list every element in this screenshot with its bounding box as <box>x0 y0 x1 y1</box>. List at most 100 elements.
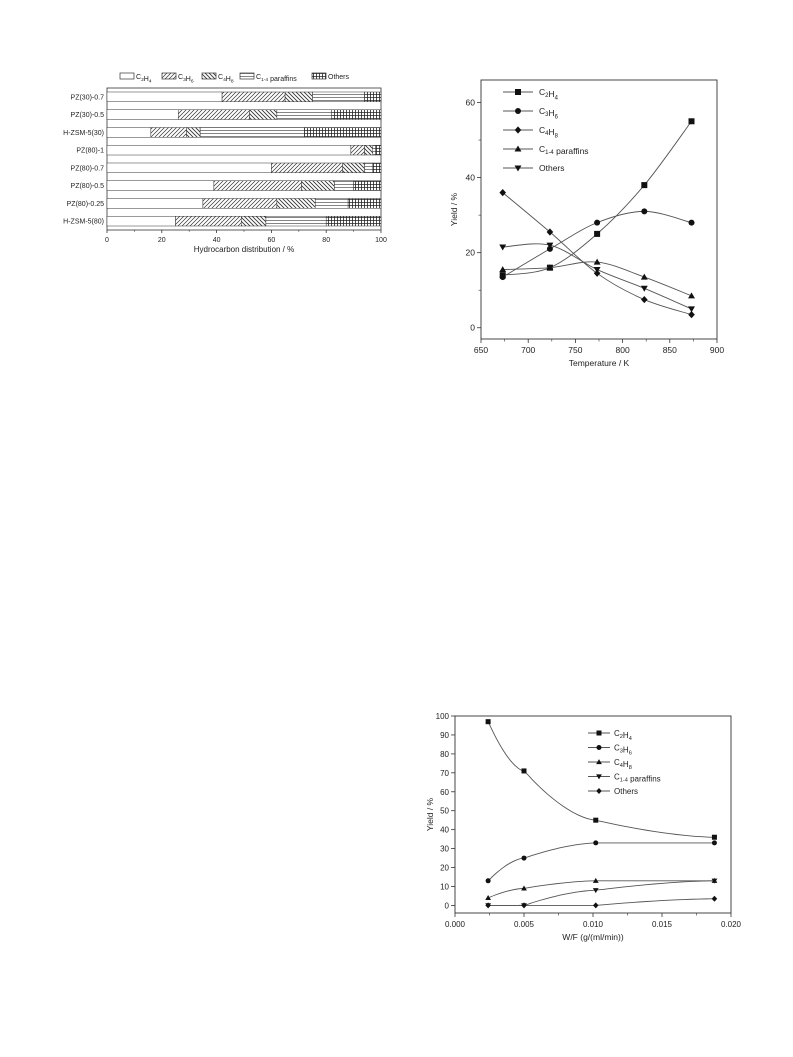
chart-yield-vs-wf: 0.000 0.005 0.010 0.015 0.020 0 10 20 30 40 50 60 70… <box>425 712 742 942</box>
data-point <box>521 902 527 909</box>
legend-label-4-mid: paraffins <box>628 775 661 784</box>
category-label-5: PZ(80)-0.7 <box>71 165 105 172</box>
category-label-4: PZ(80)-1 <box>76 148 104 155</box>
data-point <box>711 895 718 902</box>
data-point <box>546 228 554 236</box>
bar-segment <box>331 109 382 120</box>
bar-segment <box>271 162 343 174</box>
data-point <box>521 885 527 891</box>
x-tick-label: 60 <box>268 237 276 244</box>
data-point <box>688 292 695 299</box>
y-tick-label: 10 <box>440 882 449 891</box>
x-tick-label: 800 <box>616 345 630 355</box>
x-axis-label: Hydrocarbon distribution / % <box>194 245 295 254</box>
legend-label-2-sub2: 6 <box>191 79 194 85</box>
bar-segment <box>221 91 286 103</box>
data-point <box>594 219 601 226</box>
plot-frame <box>106 87 382 231</box>
bar-segment <box>106 162 272 174</box>
legend-label-3-mid: H <box>226 76 231 83</box>
series-line <box>502 261 692 297</box>
bar-segment <box>241 215 267 227</box>
data-point <box>592 888 599 894</box>
data-point <box>711 878 718 884</box>
legend-label-2-main: C <box>539 106 545 116</box>
data-point <box>711 840 717 846</box>
legend-label-4: C1-4 paraffins <box>256 74 297 83</box>
legend-label-3: C4H8 <box>218 74 234 85</box>
data-point <box>593 267 601 274</box>
bar-segment <box>312 91 365 103</box>
x-tick-label: 650 <box>474 345 488 355</box>
category-label-7: PZ(80)-0.25 <box>67 201 104 208</box>
legend-label-2-sub: 3 <box>545 112 549 118</box>
bar-segment <box>353 180 382 191</box>
legend-label-1: C2H4 <box>539 87 559 101</box>
data-point <box>499 266 507 273</box>
bar-segment <box>364 144 374 156</box>
legend-label-2-mid: H <box>548 108 554 118</box>
legend-label-5: Others <box>614 787 638 796</box>
legend-marker-2 <box>515 108 521 114</box>
data-point <box>640 273 648 280</box>
legend-label-3-main: C <box>539 125 545 135</box>
legend-label-4-mid: paraffins <box>554 146 589 156</box>
bar-segment <box>265 215 327 227</box>
data-point <box>499 244 507 251</box>
legend-swatch-5 <box>311 72 327 80</box>
plot-frame <box>480 79 718 340</box>
x-axis-label: W/F (g/(ml/min)) <box>562 932 624 942</box>
legend-label-1: C2H4 <box>614 729 632 742</box>
bar-segment <box>202 198 278 209</box>
bar-segment <box>177 109 250 120</box>
legend-label-1-sub2: 4 <box>149 79 152 85</box>
legend-label-2-mid: H <box>623 746 629 755</box>
data-point <box>499 274 506 281</box>
bar-segment <box>106 180 215 191</box>
bar-segment <box>325 215 382 227</box>
data-point <box>592 877 599 883</box>
bar-segment <box>276 198 316 209</box>
bar-segment <box>175 215 242 227</box>
data-point <box>485 902 491 909</box>
bar-segment <box>106 215 176 227</box>
legend-label-1-main: C <box>136 74 141 81</box>
legend-swatch-2 <box>161 72 177 80</box>
x-tick-label: 20 <box>158 237 166 244</box>
bar-segment <box>284 91 313 103</box>
data-point <box>711 834 717 840</box>
legend-label-1-main: C <box>539 87 545 97</box>
data-point <box>641 182 648 189</box>
x-tick-label: 0.015 <box>652 920 673 929</box>
legend-label-3-sub: 4 <box>545 131 549 137</box>
data-point <box>546 245 553 252</box>
x-tick-label: 850 <box>663 345 677 355</box>
y-axis-label: Yield / % <box>449 192 459 226</box>
bar-segment <box>106 198 204 209</box>
bar-segment <box>186 127 201 138</box>
y-tick-label: 40 <box>466 173 476 183</box>
legend-marker-3 <box>596 759 602 765</box>
legend-label-1: C2H4 <box>136 74 152 85</box>
y-tick-label: 70 <box>440 769 449 778</box>
legend-label-3: C4H8 <box>539 125 559 139</box>
y-tick-label: 90 <box>440 731 449 740</box>
data-point <box>485 894 491 900</box>
legend-label-1-mid: H <box>548 89 554 99</box>
legend-label-2-mid: H <box>186 76 191 83</box>
x-tick-label: 700 <box>521 345 535 355</box>
legend-label-4-main: C <box>614 773 620 782</box>
legend-label-2-sub: 3 <box>620 749 623 755</box>
legend-label-2: C3H6 <box>614 744 632 757</box>
legend-marker-1 <box>515 89 521 95</box>
fit-curve <box>487 842 715 882</box>
y-tick-label: 50 <box>440 807 449 816</box>
bar-segment <box>350 144 365 156</box>
legend-label-4-sub: 1-4 <box>545 150 554 156</box>
y-tick-label: 60 <box>440 788 449 797</box>
y-tick-label: 20 <box>466 248 476 258</box>
bar-segment <box>334 180 354 191</box>
y-tick-label: 40 <box>440 826 449 835</box>
legend-label-2-main: C <box>178 74 183 81</box>
bar-segment <box>364 91 382 103</box>
